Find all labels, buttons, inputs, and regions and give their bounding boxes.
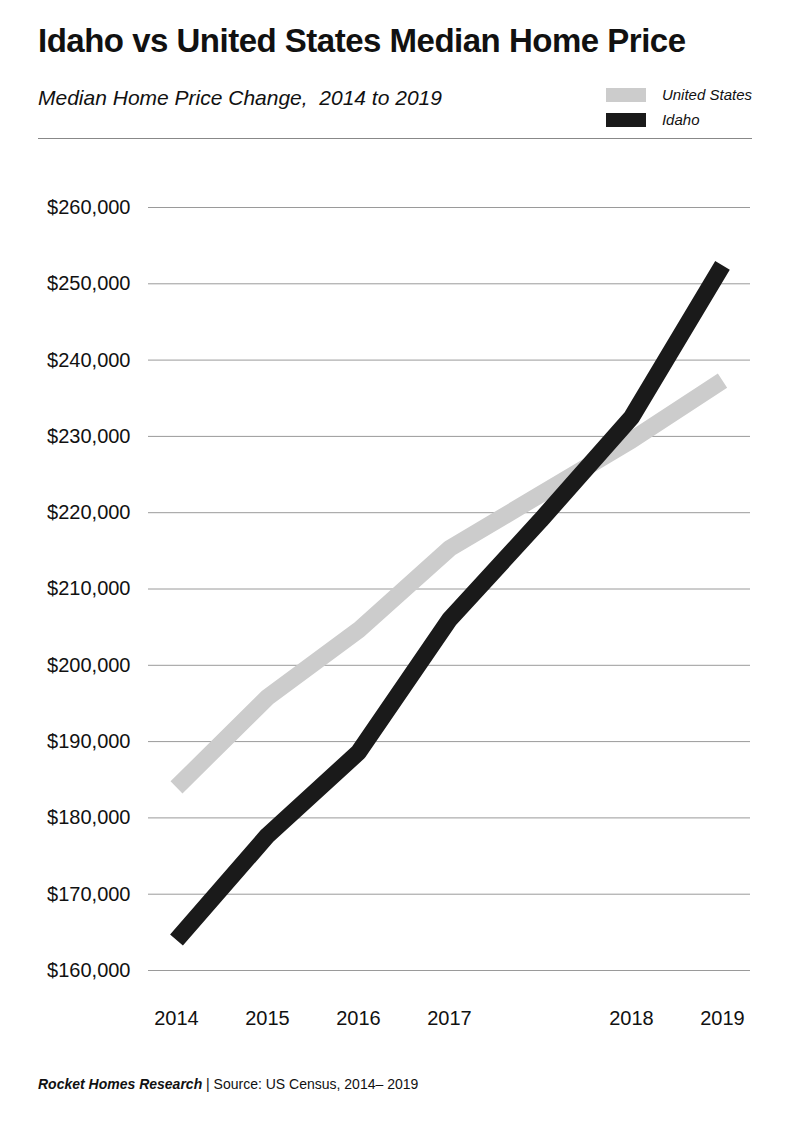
svg-text:$210,000: $210,000: [47, 577, 130, 599]
html-text:Idaho vs United States Median: Idaho vs United States Median Home Price: [38, 22, 686, 59]
svg-text:$170,000: $170,000: [47, 883, 130, 905]
svg-text:$190,000: $190,000: [47, 730, 130, 752]
html-text:Rocket Homes Research | Source: Rocket Homes Research | Source: US Censu…: [38, 1076, 419, 1092]
svg-text:$220,000: $220,000: [47, 501, 130, 523]
svg-text:$250,000: $250,000: [47, 272, 130, 294]
svg-text:$230,000: $230,000: [47, 425, 130, 447]
svg-text:2019: 2019: [700, 1007, 745, 1029]
svg-text:2015: 2015: [245, 1007, 290, 1029]
svg-text:$260,000: $260,000: [47, 196, 130, 218]
svg-text:$200,000: $200,000: [47, 654, 130, 676]
svg-text:2014: 2014: [154, 1007, 199, 1029]
svg-text:$180,000: $180,000: [47, 806, 130, 828]
svg-text:2016: 2016: [336, 1007, 381, 1029]
svg-text:$160,000: $160,000: [47, 959, 130, 981]
svg-text:2018: 2018: [609, 1007, 654, 1029]
svg-text:2017: 2017: [427, 1007, 472, 1029]
html-text:Median Home Price Change, 2014: Median Home Price Change, 2014 to 2019: [38, 86, 442, 109]
html-text:Idaho: Idaho: [661, 111, 700, 128]
svg-text:$240,000: $240,000: [47, 349, 130, 371]
html-text:United States: United States: [661, 86, 752, 103]
